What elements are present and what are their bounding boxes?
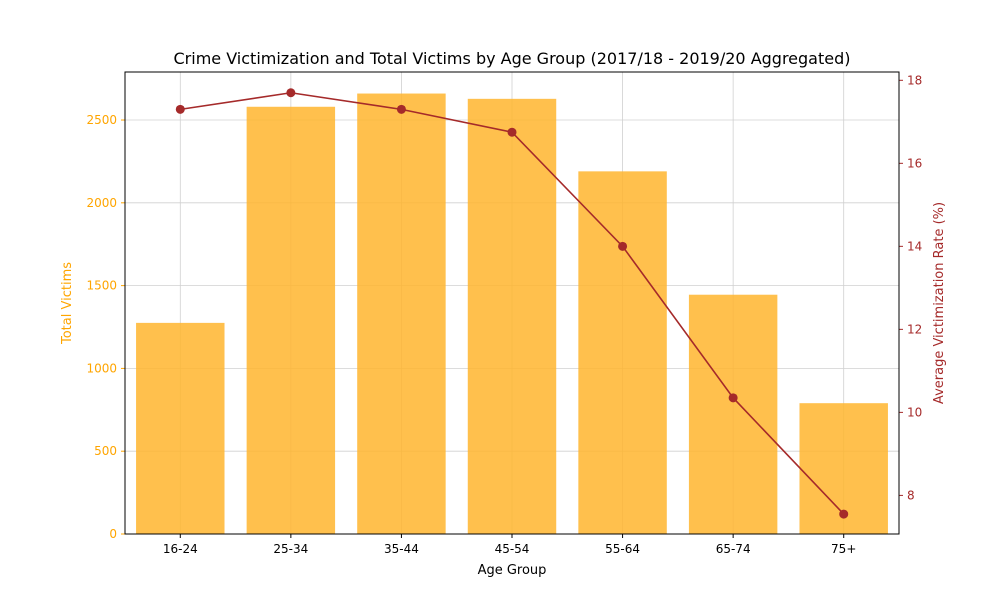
rate-point bbox=[728, 393, 738, 403]
x-tick-label: 25-34 bbox=[273, 542, 308, 556]
y-left-tick-label: 500 bbox=[94, 444, 117, 458]
y-axis-left-label: Total Victims bbox=[60, 262, 75, 345]
bar bbox=[357, 93, 446, 534]
y-right-tick-label: 12 bbox=[907, 322, 922, 336]
bar bbox=[467, 98, 557, 534]
y-axis-right-label: Average Victimization Rate (%) bbox=[932, 202, 947, 404]
plot-frame bbox=[124, 71, 900, 535]
bar bbox=[688, 294, 778, 534]
bar bbox=[246, 106, 336, 534]
rate-point bbox=[618, 241, 628, 251]
rate-point bbox=[286, 88, 296, 98]
y-left-tick-label: 1000 bbox=[86, 361, 117, 375]
bar-layer bbox=[136, 93, 888, 534]
y-left-tick-label: 2000 bbox=[86, 196, 117, 210]
rate-point bbox=[175, 104, 185, 114]
y-right-tick-label: 8 bbox=[907, 488, 915, 502]
y-left-tick-label: 1500 bbox=[86, 279, 117, 293]
x-tick-label: 75+ bbox=[831, 542, 856, 556]
bar bbox=[136, 322, 225, 534]
y-right-tick-label: 18 bbox=[907, 73, 922, 87]
chart-title: Crime Victimization and Total Victims by… bbox=[174, 49, 851, 68]
x-tick-label: 35-44 bbox=[384, 542, 419, 556]
x-tick-label: 65-74 bbox=[716, 542, 751, 556]
y-right-tick-label: 16 bbox=[907, 156, 922, 170]
bar bbox=[578, 171, 667, 534]
x-tick-label: 16-24 bbox=[163, 542, 198, 556]
y-left-tick-label: 2500 bbox=[86, 113, 117, 127]
y-right-tick-label: 10 bbox=[907, 405, 922, 419]
rate-point bbox=[839, 509, 849, 519]
y-right-tick-label: 14 bbox=[907, 239, 922, 253]
line-layer bbox=[175, 88, 849, 519]
rate-point bbox=[507, 127, 517, 137]
y-left-tick-label: 0 bbox=[109, 527, 117, 541]
x-axis-label: Age Group bbox=[478, 563, 547, 578]
axes-layer: 0 500 1000 1500 2000 2500 16-24 25-34 35-44 45-54… bbox=[86, 71, 922, 556]
rate-point bbox=[396, 104, 406, 114]
x-tick-label: 45-54 bbox=[495, 542, 530, 556]
x-tick-label: 55-64 bbox=[605, 542, 640, 556]
